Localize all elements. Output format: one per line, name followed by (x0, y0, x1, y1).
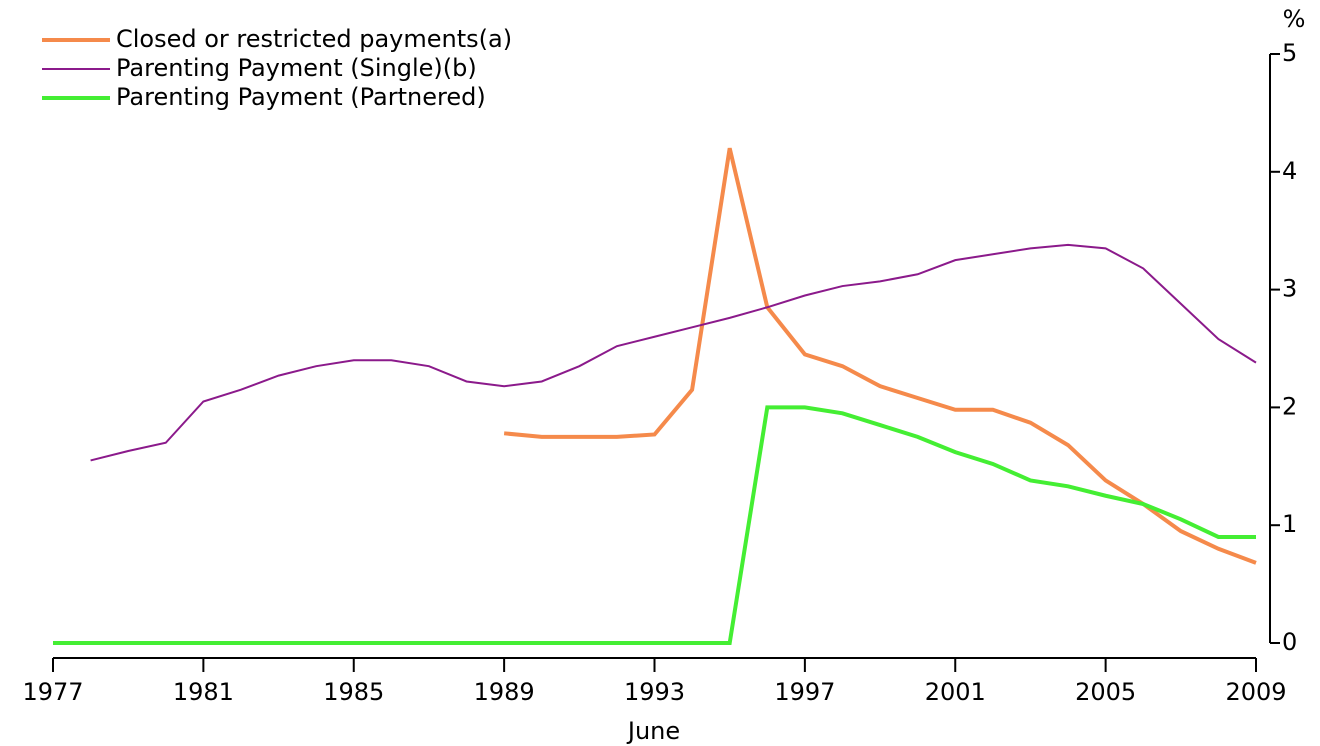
y-tick-label: 1 (1282, 510, 1297, 538)
y-axis-unit: % (1283, 5, 1306, 33)
y-tick-label: 5 (1282, 39, 1297, 67)
y-tick-label: 0 (1282, 628, 1297, 656)
x-tick-label: 1993 (624, 678, 685, 706)
x-tick-label: 2009 (1225, 678, 1286, 706)
x-axis-title: June (626, 717, 680, 745)
legend-label: Parenting Payment (Partnered) (116, 83, 486, 111)
x-tick-label: 1981 (173, 678, 234, 706)
series-line (503, 147, 1257, 565)
x-tick-label: 1989 (474, 678, 535, 706)
series-line (90, 243, 1257, 462)
y-tick-label: 3 (1282, 275, 1297, 303)
x-tick-label: 1985 (323, 678, 384, 706)
y-tick-label: 2 (1282, 392, 1297, 420)
x-tick-label: 2005 (1075, 678, 1136, 706)
x-tick-label: 1977 (22, 678, 83, 706)
x-tick-label: 1997 (774, 678, 835, 706)
x-tick-label: 2001 (925, 678, 986, 706)
y-tick-label: 4 (1282, 157, 1297, 185)
legend-label: Closed or restricted payments(a) (116, 25, 512, 53)
series-line (53, 405, 1256, 645)
legend-label: Parenting Payment (Single)(b) (116, 54, 477, 82)
